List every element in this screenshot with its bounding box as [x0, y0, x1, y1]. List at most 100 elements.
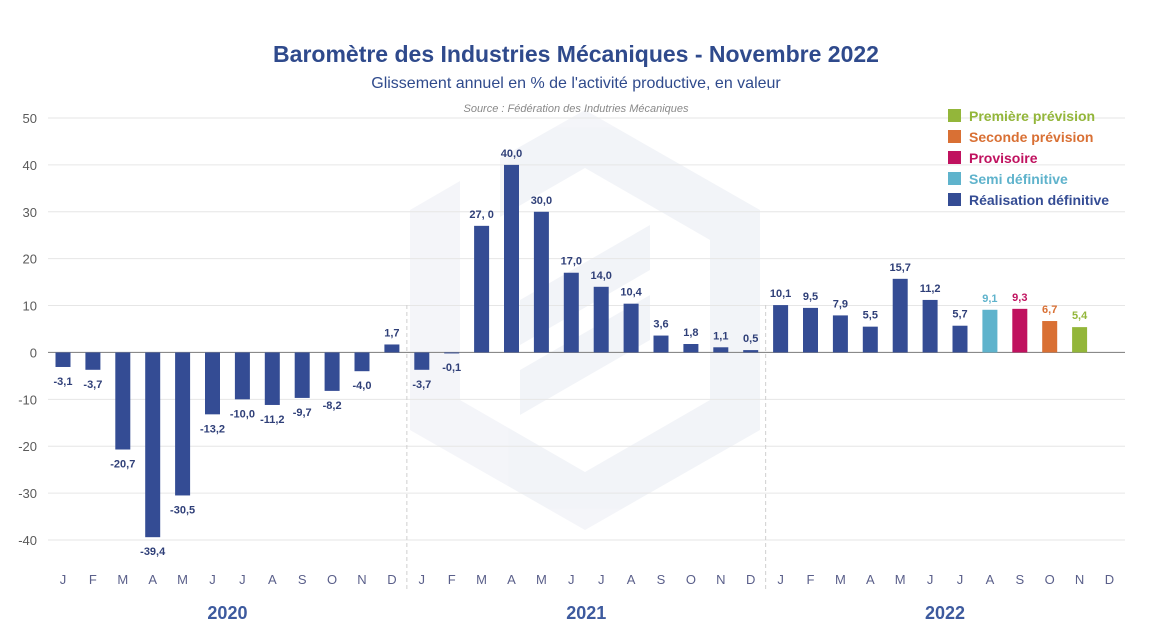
x-tick-label: D [746, 572, 755, 587]
x-tick-label: M [177, 572, 188, 587]
legend-entry: Réalisation définitive [969, 192, 1109, 208]
data-label: 9,5 [803, 291, 818, 303]
legend-entry: Provisoire [969, 150, 1038, 166]
year-labels: 2020 2021 2022 [207, 603, 965, 623]
bar [713, 347, 729, 353]
bar [414, 352, 430, 370]
data-label: 11,2 [920, 283, 941, 295]
x-tick-label: O [1045, 572, 1055, 587]
legend-swatch [948, 172, 961, 185]
x-tick-label: A [268, 572, 277, 587]
data-label: -20,7 [110, 459, 135, 471]
data-label: 27, 0 [469, 209, 493, 221]
bar [354, 352, 370, 372]
data-label: 0,5 [743, 333, 758, 345]
bar [205, 352, 220, 415]
legend-swatch [948, 193, 961, 206]
data-label: 7,9 [833, 298, 848, 310]
x-tick-label: M [117, 572, 128, 587]
bar [294, 352, 310, 398]
x-tick-label: F [89, 572, 97, 587]
x-tick-label: S [298, 572, 307, 587]
legend-entry: Semi définitive [969, 171, 1068, 187]
data-label: 10,1 [770, 288, 791, 300]
x-tick-label: M [835, 572, 846, 587]
x-tick-label: J [60, 572, 67, 587]
x-tick-label: J [927, 572, 934, 587]
bar [623, 303, 639, 353]
bar [862, 326, 878, 353]
bar [55, 352, 71, 367]
x-tick-label: S [1015, 572, 1024, 587]
data-label: 10,4 [620, 287, 642, 299]
data-label: 5,7 [952, 309, 967, 321]
x-tick-label: D [1105, 572, 1114, 587]
bars [55, 164, 1088, 538]
x-tick-label: M [476, 572, 487, 587]
bar [115, 352, 131, 450]
data-label: -3,7 [412, 379, 431, 391]
bar [803, 307, 818, 353]
x-tick-label: J [419, 572, 426, 587]
data-labels: -3,1 -3,7 -20,7 -39,4 -30,5 -13,2 -10,0 -11,2 -9… [54, 148, 1089, 558]
x-tick-label: O [327, 572, 337, 587]
x-tick-label: J [957, 572, 964, 587]
x-tick-label: J [209, 572, 216, 587]
data-label: 17,0 [561, 256, 582, 268]
chart-title: Baromètre des Industries Mécaniques - No… [273, 41, 879, 67]
x-tick-label: J [777, 572, 784, 587]
x-tick-label: N [357, 572, 366, 587]
year-label: 2022 [925, 603, 965, 623]
bar [982, 309, 998, 353]
x-tick-label: A [507, 572, 516, 587]
chart-subtitle: Glissement annuel en % de l'activité pro… [371, 75, 781, 92]
y-tick-label: 50 [23, 111, 37, 126]
data-label: -3,1 [54, 376, 73, 388]
x-tick-label: J [239, 572, 246, 587]
data-label: 9,1 [982, 293, 997, 305]
data-label: 9,3 [1012, 292, 1027, 304]
year-separators [406, 305, 767, 590]
data-label: -0,1 [442, 362, 461, 374]
year-label: 2021 [566, 603, 606, 623]
x-tick-label: M [536, 572, 547, 587]
y-tick-label: 30 [23, 205, 37, 220]
bar [743, 350, 759, 353]
legend-swatch [948, 151, 961, 164]
bar [384, 344, 400, 353]
legend: Première prévision Seconde prévision Provi… [948, 108, 1109, 208]
data-label: -10,0 [230, 408, 255, 420]
bar [922, 299, 938, 353]
data-label: 5,5 [863, 310, 878, 322]
y-tick-label: -10 [18, 392, 37, 407]
bar [653, 335, 669, 353]
data-label: -30,5 [170, 504, 195, 516]
y-tick-label: -40 [18, 533, 37, 548]
bar [444, 352, 460, 354]
bar [563, 272, 579, 353]
x-tick-label: O [686, 572, 696, 587]
x-tick-label: A [866, 572, 875, 587]
bar [234, 352, 250, 400]
legend-entry: Seconde prévision [969, 129, 1093, 145]
bar [175, 352, 191, 496]
x-tick-label: J [568, 572, 575, 587]
bar [952, 325, 968, 353]
bar [504, 164, 519, 353]
data-label: 40,0 [501, 148, 522, 160]
data-label: 30,0 [531, 195, 552, 207]
data-label: 5,4 [1072, 310, 1088, 322]
x-tick-label: M [895, 572, 906, 587]
x-tick-label: A [148, 572, 157, 587]
x-tick-label: S [657, 572, 666, 587]
data-label: 1,7 [384, 327, 399, 339]
y-tick-label: -20 [18, 439, 37, 454]
x-tick-label: A [986, 572, 995, 587]
data-label: 15,7 [889, 262, 910, 274]
watermark-logo [410, 110, 760, 530]
bar [264, 352, 280, 405]
x-tick-label: N [1075, 572, 1084, 587]
chart-source: Source : Fédération des Indutries Mécani… [463, 103, 689, 115]
y-tick-label: 40 [23, 158, 37, 173]
